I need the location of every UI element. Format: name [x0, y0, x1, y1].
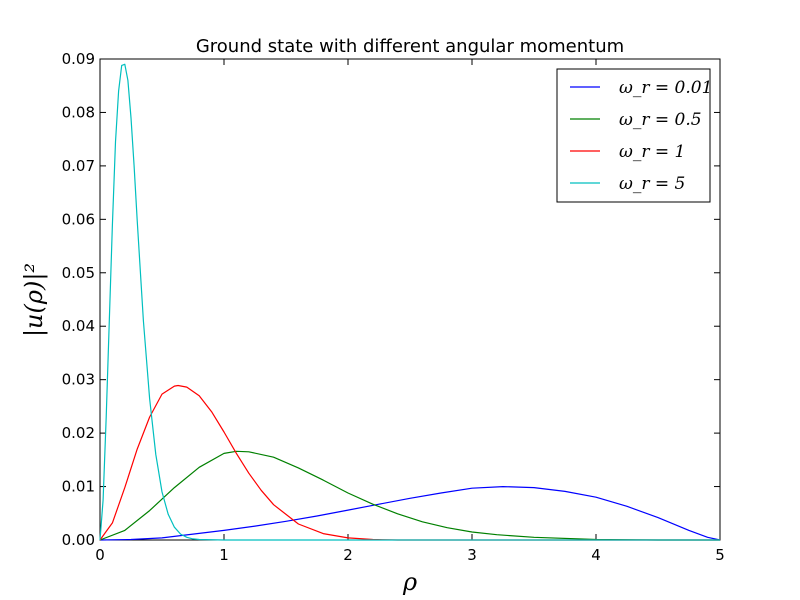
x-tick-label: 0 [95, 546, 105, 564]
legend-label: ω_r = 1 [619, 142, 685, 162]
plot-area: 0 1 2 3 4 5 0.00 0.01 0.02 0.03 0.04 0.05 0.06 0.07 0.… [62, 50, 725, 564]
y-axis-label: |u(ρ)|² [20, 263, 49, 337]
legend: ω_r = 0.01 ω_r = 0.5 ω_r = 1 ω_r = 5 [556, 68, 712, 203]
x-tick-label: 3 [467, 546, 477, 564]
x-tick-label: 2 [343, 546, 353, 564]
y-tick-label: 0.06 [62, 210, 95, 228]
series-line-0 [99, 486, 721, 541]
y-tick-label: 0.05 [62, 264, 95, 282]
legend-label: ω_r = 0.01 [619, 78, 712, 98]
legend-label: ω_r = 0.5 [619, 110, 702, 130]
y-tick-label: 0.02 [62, 424, 95, 442]
x-axis-label: ρ [402, 568, 417, 596]
series-line-3 [99, 63, 720, 541]
y-tick-label: 0.04 [62, 317, 95, 335]
y-tick-label: 0.01 [62, 478, 95, 496]
y-tick-label: 0.03 [62, 371, 95, 389]
series-line-1 [99, 450, 720, 541]
y-tick-label: 0.00 [62, 531, 95, 549]
legend-label: ω_r = 5 [619, 174, 685, 194]
y-tick-label: 0.09 [62, 50, 95, 68]
y-tick-label: 0.07 [62, 157, 95, 175]
x-tick-label: 4 [591, 546, 601, 564]
legend-box [556, 68, 711, 203]
y-tick-label: 0.08 [62, 103, 95, 121]
x-tick-label: 1 [219, 546, 229, 564]
chart-title: Ground state with different angular mome… [196, 36, 624, 57]
x-tick-label: 5 [715, 546, 725, 564]
